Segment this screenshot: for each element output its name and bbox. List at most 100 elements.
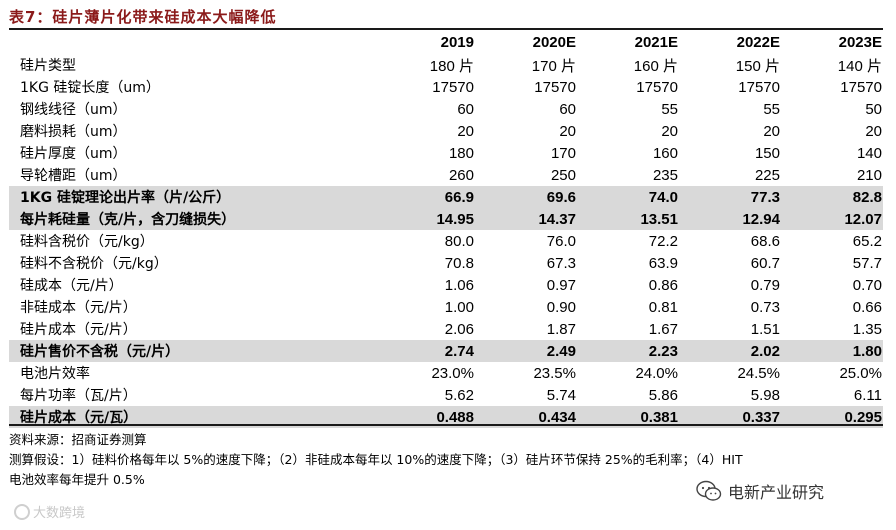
cell-value: 24.5% (737, 364, 780, 382)
table-row: 硅料不含税价（元/kg） 70.8 67.3 63.9 60.7 57.7 (9, 252, 883, 274)
cell-value: 14.95 (373, 208, 475, 230)
row-label: 硅料不含税价（元/kg） (20, 256, 168, 272)
cell-value: 17570 (636, 78, 678, 96)
source-note: 资料来源：招商证券测算 (9, 432, 147, 447)
row-label: 非硅成本（元/片） (20, 300, 137, 316)
cell-value: 0.73 (750, 298, 780, 316)
header-label (9, 31, 373, 54)
cell-value: 77.3 (679, 186, 781, 208)
cell-value: 150 片 (735, 57, 780, 75)
cell-value: 1.06 (444, 276, 474, 294)
watermark-right-text: 电新产业研究 (728, 483, 825, 502)
cell-value: 23.0% (431, 364, 474, 382)
table-row: 非硅成本（元/片） 1.00 0.90 0.81 0.73 0.66 (9, 296, 883, 318)
cell-value: 5.98 (750, 386, 780, 404)
row-label: 钢线线径（um） (20, 102, 127, 118)
cell-value: 0.66 (852, 298, 882, 316)
cell-value: 0.97 (546, 276, 576, 294)
cell-value: 0.295 (781, 406, 883, 428)
cell-value: 180 片 (429, 57, 474, 75)
cell-value: 60 (559, 100, 576, 118)
cell-value: 20 (457, 122, 474, 140)
cell-value: 12.07 (781, 208, 883, 230)
table-row: 1KG 硅锭理论出片率（片/公斤） 66.9 69.6 74.0 77.3 82.8 (9, 186, 883, 208)
row-label: 硅片售价不含税（元/片） (9, 340, 373, 362)
row-label: 每片功率（瓦/片） (20, 388, 137, 404)
cell-value: 67.3 (546, 254, 576, 272)
year-header: 2019 (440, 34, 474, 51)
row-label: 导轮槽距（um） (20, 168, 127, 184)
cell-value: 24.0% (635, 364, 678, 382)
watermark-logo-icon (14, 503, 30, 520)
cell-value: 2.02 (679, 340, 781, 362)
cell-value: 2.49 (475, 340, 577, 362)
cell-value: 17570 (432, 78, 474, 96)
cell-value: 74.0 (577, 186, 679, 208)
cell-value: 17570 (534, 78, 576, 96)
cell-value: 20 (559, 122, 576, 140)
row-label: 硅片厚度（um） (20, 146, 127, 162)
table-row: 电池片效率 23.0% 23.5% 24.0% 24.5% 25.0% (9, 362, 883, 384)
cell-value: 65.2 (852, 232, 882, 250)
cell-value: 1.51 (750, 320, 780, 338)
year-header: 2020E (532, 34, 576, 51)
cell-value: 17570 (840, 78, 882, 96)
cell-value: 20 (661, 122, 678, 140)
row-label: 硅片类型 (20, 58, 76, 74)
cell-value: 5.74 (546, 386, 576, 404)
cell-value: 0.90 (546, 298, 576, 316)
watermark-right: 电新产业研究 (696, 479, 824, 503)
row-label: 每片耗硅量（克/片，含刀缝损失） (9, 208, 373, 230)
table-row: 硅片成本（元/瓦） 0.488 0.434 0.381 0.337 0.295 (9, 406, 883, 428)
cell-value: 0.70 (852, 276, 882, 294)
cell-value: 50 (865, 100, 882, 118)
cell-value: 2.74 (373, 340, 475, 362)
cell-value: 5.86 (648, 386, 678, 404)
table-row: 硅料含税价（元/kg） 80.0 76.0 72.2 68.6 65.2 (9, 230, 883, 252)
cell-value: 260 (448, 166, 474, 184)
cell-value: 25.0% (839, 364, 882, 382)
cell-value: 69.6 (475, 186, 577, 208)
year-header: 2021E (634, 34, 678, 51)
cell-value: 82.8 (781, 186, 883, 208)
cell-value: 1.35 (852, 320, 882, 338)
table-row: 硅片成本（元/片） 2.06 1.87 1.67 1.51 1.35 (9, 318, 883, 340)
cell-value: 0.381 (577, 406, 679, 428)
cell-value: 55 (763, 100, 780, 118)
cell-value: 1.00 (444, 298, 474, 316)
watermark-left-text: 大数跨境 (33, 506, 86, 521)
cell-value: 170 片 (531, 57, 576, 75)
cell-value: 76.0 (546, 232, 576, 250)
cell-value: 6.11 (853, 386, 882, 404)
cell-value: 14.37 (475, 208, 577, 230)
cell-value: 1.80 (781, 340, 883, 362)
cell-value: 1.67 (648, 320, 678, 338)
table-row: 每片功率（瓦/片） 5.62 5.74 5.86 5.98 6.11 (9, 384, 883, 406)
cell-value: 68.6 (750, 232, 780, 250)
table-row: 硅成本（元/片） 1.06 0.97 0.86 0.79 0.70 (9, 274, 883, 296)
row-label: 硅片成本（元/片） (20, 322, 137, 338)
cell-value: 0.86 (648, 276, 678, 294)
table-row: 每片耗硅量（克/片，含刀缝损失） 14.95 14.37 13.51 12.94 12.0… (9, 208, 883, 230)
wechat-icon (696, 480, 722, 501)
row-label: 1KG 硅锭长度（um） (20, 80, 160, 96)
cell-value: 160 (652, 144, 678, 162)
bottom-rule (9, 424, 883, 426)
watermark-left: 大数跨境 (14, 502, 85, 521)
cell-value: 23.5% (533, 364, 576, 382)
cell-value: 17570 (738, 78, 780, 96)
year-header: 2022E (736, 34, 780, 51)
cell-value: 60 (457, 100, 474, 118)
cell-value: 5.62 (444, 386, 474, 404)
cell-value: 63.9 (648, 254, 678, 272)
cell-value: 0.79 (750, 276, 780, 294)
cell-value: 57.7 (852, 254, 882, 272)
top-rule (9, 28, 883, 30)
cell-value: 180 (448, 144, 474, 162)
cell-value: 70.8 (444, 254, 474, 272)
cell-value: 2.23 (577, 340, 679, 362)
assumption-note-line1: 测算假设：1）硅料价格每年以 5%的速度下降；（2）非硅成本每年以 10%的速度… (9, 452, 743, 467)
cell-value: 170 (550, 144, 576, 162)
cell-value: 12.94 (679, 208, 781, 230)
row-label: 磨料损耗（um） (20, 124, 127, 140)
